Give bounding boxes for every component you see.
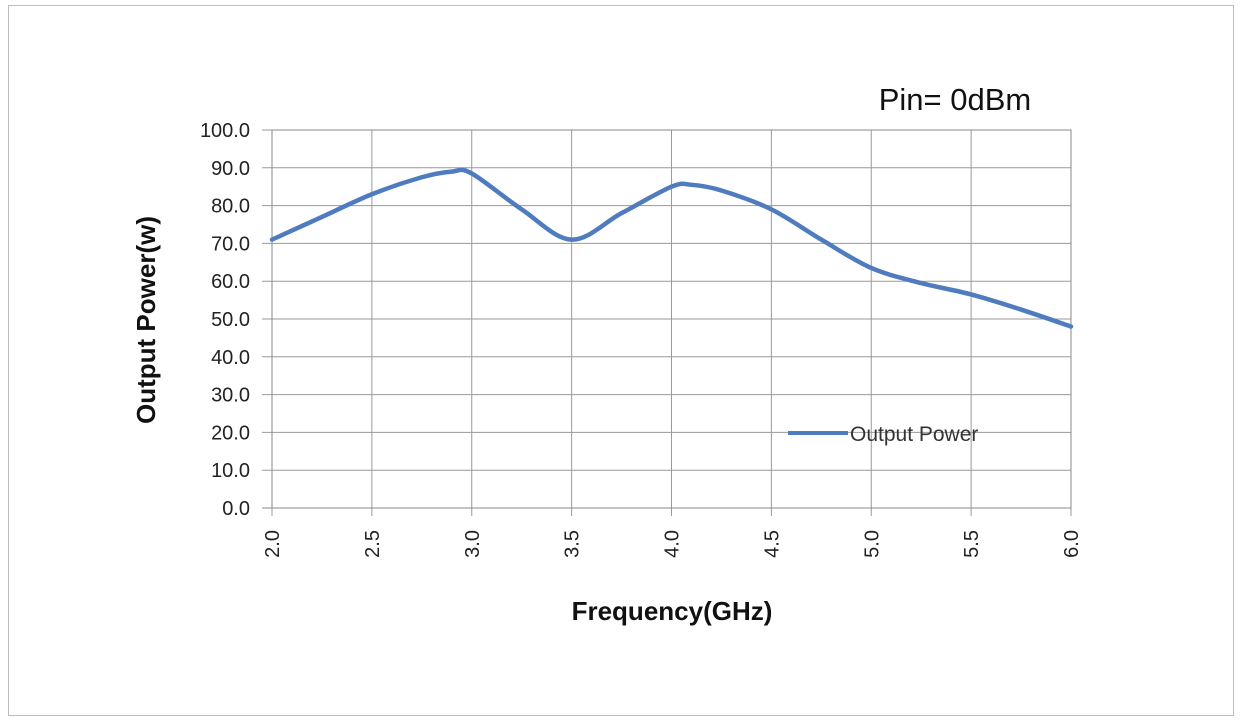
y-tick-label: 10.0 [211,460,250,482]
x-tick-label: 2.0 [262,530,284,558]
x-tick-label: 3.5 [562,530,584,558]
y-tick-label: 30.0 [211,385,250,407]
chart-annotation: Pin= 0dBm [879,82,1032,117]
plot-area-border [271,129,1072,509]
y-tick-label: 20.0 [211,422,250,444]
y-tick-label: 80.0 [211,196,250,218]
x-axis-ticks: 2.0 2.5 3.0 3.5 4.0 4.5 5.0 5.5 6.0 [262,530,1083,558]
y-tick-label: 100.0 [200,120,250,142]
x-tick-label: 5.5 [961,530,983,558]
y-tick-label: 50.0 [211,309,250,331]
y-tick-label: 60.0 [211,271,250,293]
x-tick-label: 6.0 [1061,530,1083,558]
x-tick-label: 5.0 [861,530,883,558]
y-axis-title: Output Power(w) [131,216,161,424]
chart-frame [8,5,1234,716]
x-axis-title: Frequency(GHz) [572,596,773,626]
y-tick-label: 40.0 [211,347,250,369]
y-tick-label: 90.0 [211,158,250,180]
legend: Output Power [788,423,978,446]
series-line-output-power [269,167,1074,329]
x-tick-label: 4.5 [761,530,783,558]
y-axis-ticks: 0.0 10.0 20.0 30.0 40.0 50.0 60.0 70.0 80.0 90.0 1… [200,120,250,520]
grid [262,129,1072,516]
y-tick-label: 0.0 [222,498,250,520]
x-tick-label: 4.0 [662,530,684,558]
y-tick-label: 70.0 [211,233,250,255]
x-tick-label: 3.0 [462,530,484,558]
x-tick-label: 2.5 [362,530,384,558]
series-layer [269,167,1074,329]
legend-label-output-power: Output Power [850,423,978,446]
